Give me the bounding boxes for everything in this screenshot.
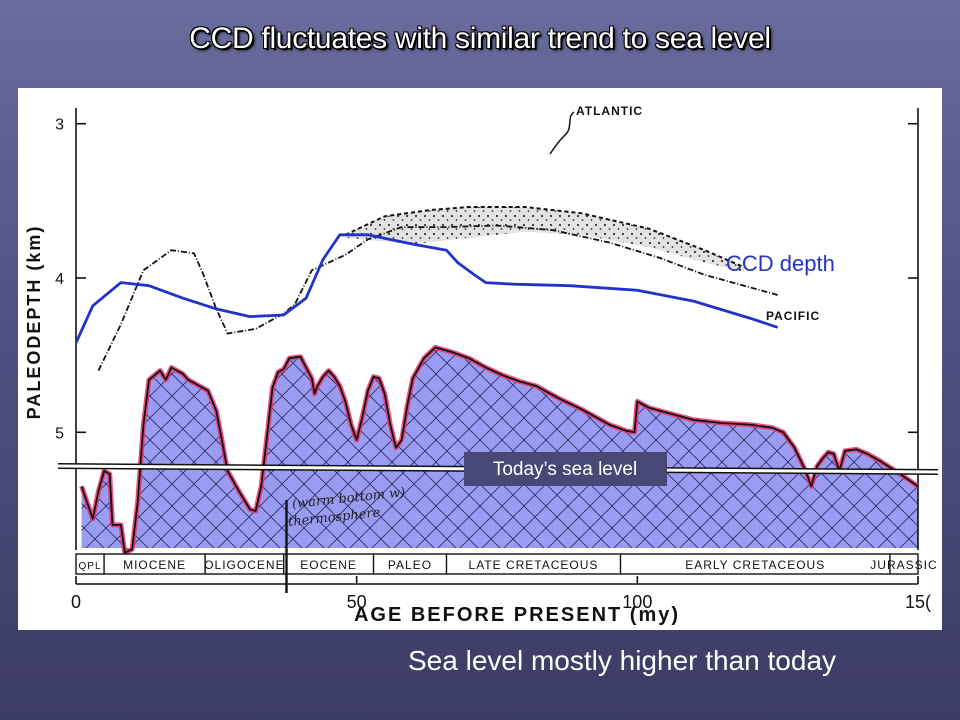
pacific-line	[97, 224, 778, 371]
atlantic-pointer	[549, 111, 575, 155]
atlantic-label: ATLANTIC	[576, 104, 643, 118]
slide-caption: Sea level mostly higher than today	[408, 645, 837, 676]
y-tick-label: 5	[55, 425, 64, 442]
time-scale-label: LATE CRETACEOUS	[469, 558, 599, 572]
time-scale-label: PALEO	[388, 558, 432, 572]
pacific-label: PACIFIC	[766, 309, 820, 323]
time-scale-label: QPL	[79, 561, 102, 572]
atlantic-stipple	[345, 207, 744, 272]
x-axis-label: AGE BEFORE PRESENT (my)	[354, 604, 680, 626]
time-scale-label: JURASSIC	[870, 558, 937, 572]
sea-level-hatch	[81, 347, 919, 553]
sea-level-line	[80, 346, 919, 554]
today-label-box	[464, 452, 667, 486]
y-tick-label: 3	[55, 117, 64, 134]
x-tick-label: 15(	[905, 592, 931, 612]
slide-title: CCD fluctuates with similar trend to sea…	[189, 22, 771, 55]
y-tick-label: 4	[55, 271, 64, 288]
ccd-depth-label: CCD depth	[726, 251, 835, 276]
x-tick-label: 100	[622, 592, 652, 612]
today-sea-level-label: Today’s sea level	[493, 459, 637, 480]
y-axis-label: PALEODEPTH (km)	[24, 225, 44, 420]
time-scale-label: EOCENE	[300, 558, 357, 572]
x-tick-label: 0	[71, 592, 81, 612]
time-scale-label: EARLY CRETACEOUS	[685, 558, 825, 572]
time-scale-label: MIOCENE	[123, 558, 186, 572]
time-scale-label: OLIGOCENE	[204, 558, 284, 572]
atlantic-line	[344, 206, 745, 269]
chart-figure: 3 4 5 0 50 100 15(AGE BEFORE PRESENT (my) PALEO…	[18, 88, 942, 630]
ccd-depth-line	[74, 233, 779, 344]
x-tick-label: 50	[347, 592, 367, 612]
